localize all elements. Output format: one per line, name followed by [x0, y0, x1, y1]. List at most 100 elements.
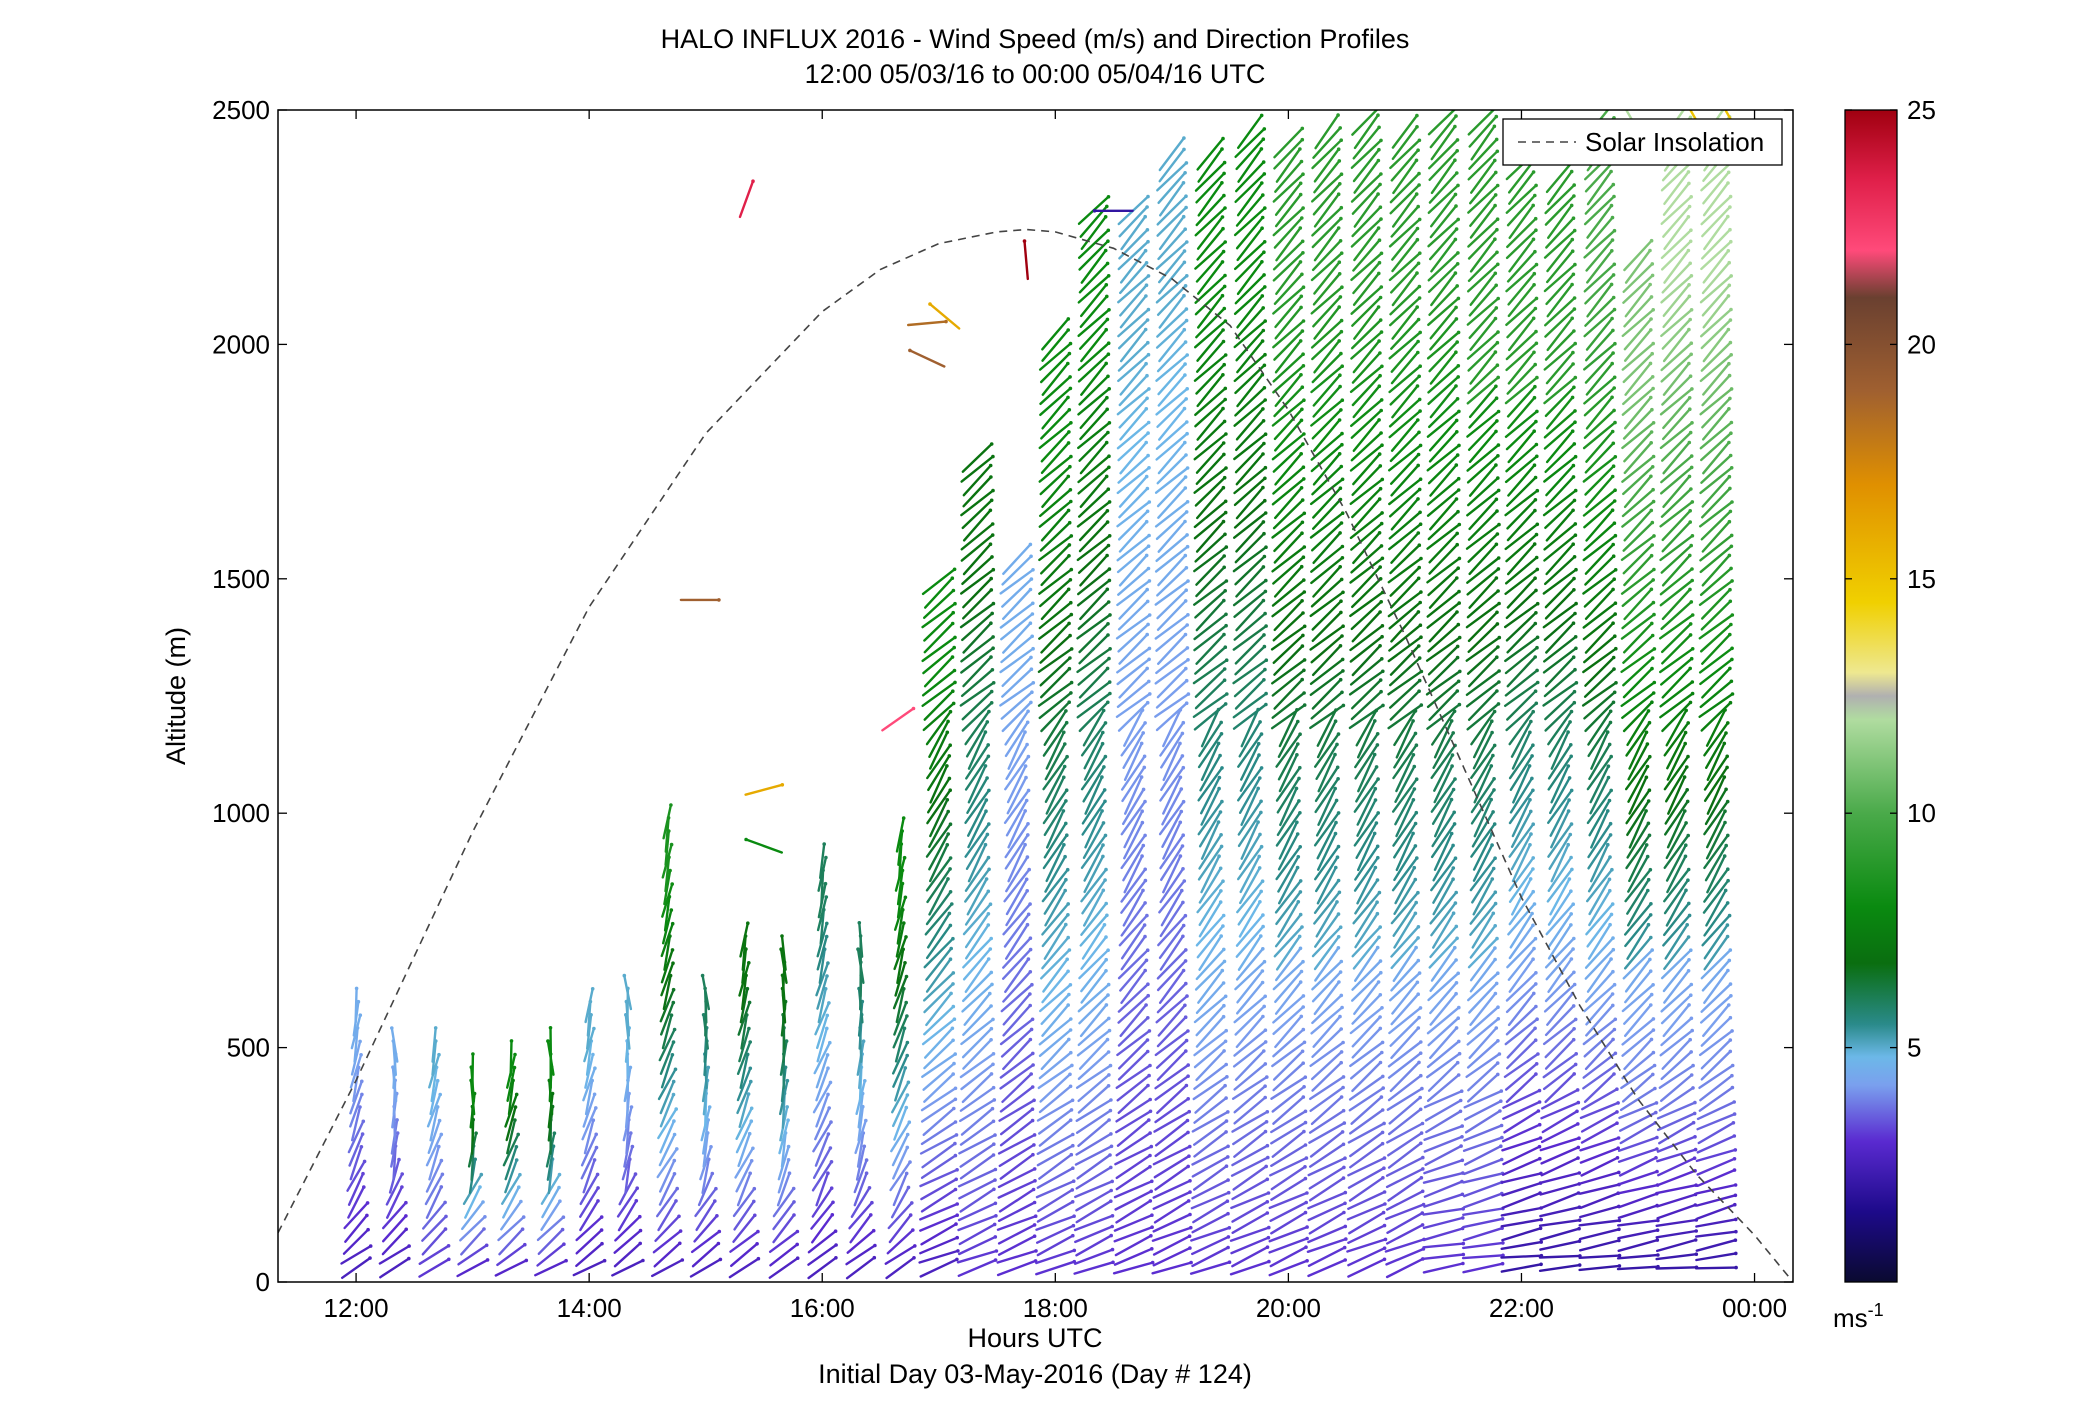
- wind-barb-tip: [1530, 911, 1534, 916]
- wind-barb-tip: [1185, 274, 1189, 278]
- wind-barb-tip: [1180, 888, 1184, 893]
- wind-barb-tip: [1649, 902, 1653, 906]
- wind-barb-tip: [1650, 465, 1655, 469]
- wind-barb-tip: [946, 877, 950, 881]
- wind-barb: [1583, 1028, 1616, 1058]
- wind-barb: [1079, 554, 1109, 587]
- wind-barb-tip: [483, 1215, 487, 1219]
- wind-barb: [1274, 160, 1303, 193]
- wind-barb-tip: [1689, 274, 1694, 278]
- wind-barb: [1116, 466, 1151, 495]
- wind-barb-tip: [1650, 700, 1654, 704]
- wind-barb: [1272, 498, 1304, 530]
- wind-barb: [341, 1256, 372, 1280]
- wind-barb: [1430, 946, 1457, 982]
- wind-barb: [1626, 799, 1650, 836]
- wind-barb-tip: [1340, 364, 1344, 369]
- wind-barb: [1151, 1261, 1193, 1275]
- wind-barb-tip: [1727, 958, 1732, 963]
- wind-barb-tip: [478, 1185, 482, 1189]
- wind-barb-tip: [1339, 329, 1344, 334]
- wind-barb-tip: [1031, 1063, 1035, 1067]
- wind-barb-tip: [1729, 994, 1733, 998]
- wind-barb: [1153, 1110, 1191, 1133]
- wind-barb-tip: [947, 754, 952, 758]
- wind-barb: [1628, 776, 1648, 815]
- wind-barb-tip: [1729, 533, 1734, 538]
- wind-barb-tip: [361, 1119, 366, 1124]
- wind-barb: [1038, 500, 1073, 528]
- wind-barb-tip: [1261, 419, 1266, 423]
- wind-barb: [1157, 227, 1187, 261]
- wind-barb: [925, 710, 952, 746]
- wind-barb: [1272, 172, 1305, 203]
- wind-barb-tip: [1223, 1039, 1228, 1044]
- wind-barb-tip: [1496, 262, 1500, 267]
- wind-barb-tip: [1069, 454, 1073, 459]
- wind-barb: [1584, 442, 1615, 474]
- wind-barb: [1076, 680, 1111, 708]
- wind-barb-tip: [1141, 731, 1145, 735]
- wind-barb: [1540, 1191, 1580, 1210]
- wind-barb: [1624, 970, 1652, 1004]
- wind-barb: [1543, 522, 1577, 551]
- wind-barb-tip: [1686, 969, 1691, 973]
- wind-barb: [1117, 567, 1150, 596]
- wind-barb: [1661, 520, 1692, 553]
- wind-barb: [1234, 160, 1265, 193]
- wind-barb: [509, 1039, 513, 1077]
- wind-barb-tip: [1337, 272, 1342, 276]
- wind-barb: [1270, 703, 1306, 730]
- wind-barb-tip: [1301, 319, 1306, 323]
- wind-barb-tip: [1222, 1049, 1226, 1053]
- wind-barb-tip: [717, 1229, 722, 1234]
- wind-barb: [1310, 432, 1344, 461]
- wind-barb: [1426, 444, 1461, 472]
- wind-barb: [1468, 397, 1498, 429]
- wind-barb: [1233, 353, 1267, 383]
- wind-barb-tip: [1336, 226, 1341, 230]
- wind-barb: [652, 1229, 682, 1254]
- wind-barb: [1074, 1225, 1114, 1244]
- wind-barb: [1466, 567, 1500, 596]
- wind-barb: [897, 829, 904, 866]
- wind-barb-tip: [1302, 1129, 1306, 1134]
- wind-barb-tip: [990, 982, 994, 987]
- wind-barb: [736, 1080, 752, 1115]
- wind-barb: [1117, 353, 1150, 383]
- wind-barb: [1390, 148, 1420, 182]
- wind-barb: [1660, 274, 1693, 304]
- wind-barb: [1700, 600, 1732, 631]
- wind-barb-tip: [1226, 1235, 1231, 1239]
- wind-barb: [1351, 497, 1381, 531]
- wind-barb: [1661, 509, 1692, 542]
- wind-barb-tip: [1336, 878, 1341, 883]
- wind-barb: [1624, 362, 1652, 396]
- wind-barb: [1621, 1017, 1655, 1046]
- wind-barb-tip: [1461, 1216, 1465, 1220]
- wind-barb: [734, 1147, 755, 1179]
- wind-barb: [1623, 295, 1653, 328]
- wind-barb: [422, 1201, 447, 1230]
- wind-barb-tip: [1218, 753, 1222, 758]
- wind-barb: [1119, 362, 1148, 396]
- wind-barb: [1082, 765, 1106, 803]
- wind-barb: [1391, 271, 1419, 307]
- wind-barb: [1274, 913, 1302, 948]
- wind-barb: [1662, 902, 1691, 937]
- wind-barb-tip: [596, 1199, 600, 1203]
- wind-barb-tip: [1528, 843, 1532, 847]
- wind-barb: [1078, 262, 1109, 294]
- wind-barb-tip: [1296, 719, 1300, 724]
- wind-barb: [1234, 1049, 1266, 1082]
- wind-barb-tip: [1453, 271, 1458, 275]
- wind-barb: [1469, 902, 1497, 936]
- wind-barb: [1505, 971, 1538, 1002]
- wind-barb-tip: [670, 921, 675, 926]
- wind-barb-tip: [1610, 215, 1615, 220]
- wind-barb: [1461, 1254, 1505, 1260]
- wind-barb: [1041, 317, 1070, 351]
- wind-barb-tip: [1687, 204, 1692, 209]
- wind-barb: [1621, 488, 1655, 518]
- wind-barb-tip: [359, 1053, 363, 1057]
